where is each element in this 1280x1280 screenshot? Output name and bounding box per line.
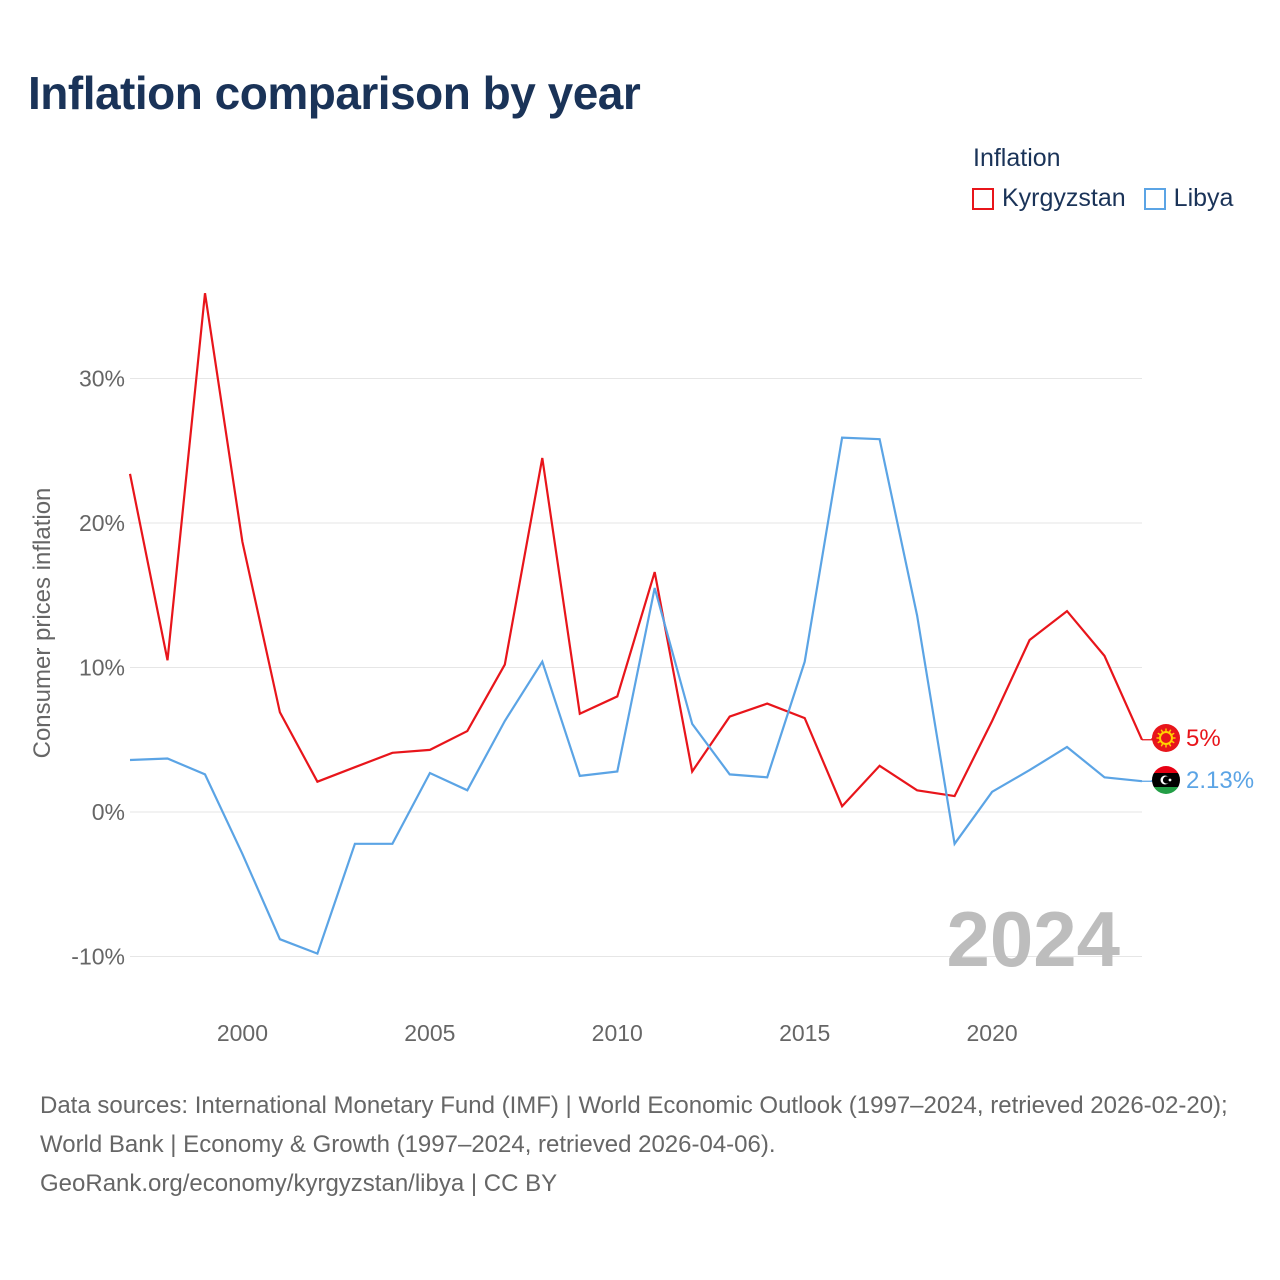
end-connector bbox=[1142, 738, 1153, 741]
x-tick-label: 2015 bbox=[779, 1020, 830, 1046]
line-chart: -10% 0% 10% 20% 30% 2000 2005 2010 2015 2020 Con… bbox=[29, 293, 1254, 1046]
legend-label-libya: Libya bbox=[1173, 184, 1234, 212]
source-attribution-link[interactable]: GeoRank.org/economy/kyrgyzstan/libya | C… bbox=[40, 1170, 558, 1197]
end-connector bbox=[1142, 780, 1153, 782]
y-tick-label: 10% bbox=[79, 655, 125, 681]
x-tick-label: 2020 bbox=[966, 1020, 1017, 1046]
legend-label-kyrgyzstan: Kyrgyzstan bbox=[1002, 184, 1126, 212]
kyrgyzstan-flag-icon bbox=[1152, 724, 1180, 752]
legend-item-libya[interactable]: Libya bbox=[1143, 184, 1234, 213]
source-data-sources: Data sources: International Monetary Fun… bbox=[40, 1092, 1228, 1158]
end-value-label-libya: 2.13% bbox=[1186, 767, 1254, 794]
x-tick-label: 2000 bbox=[217, 1020, 268, 1046]
libya-flag-icon bbox=[1152, 766, 1180, 794]
x-tick-label: 2010 bbox=[592, 1020, 643, 1046]
y-tick-label: 20% bbox=[79, 510, 125, 536]
y-tick-label: 30% bbox=[79, 366, 125, 392]
legend: Kyrgyzstan Libya bbox=[972, 184, 1251, 213]
x-tick-label: 2005 bbox=[404, 1020, 455, 1046]
legend-swatch-kyrgyzstan bbox=[972, 187, 994, 210]
chart-title: Inflation comparison by year bbox=[28, 67, 641, 119]
source-note: Data sources: International Monetary Fun… bbox=[40, 1086, 1250, 1203]
series-lines bbox=[128, 293, 1144, 956]
series-line-kyrgyzstan[interactable] bbox=[128, 293, 1144, 809]
y-axis-ticks: -10% 0% 10% 20% 30% bbox=[71, 366, 125, 970]
series-line-libya[interactable] bbox=[129, 436, 1143, 956]
series-end-markers: 5% 2.13% bbox=[1142, 724, 1254, 794]
y-tick-label: 0% bbox=[92, 799, 125, 825]
gridlines bbox=[130, 378, 1142, 957]
legend-item-kyrgyzstan[interactable]: Kyrgyzstan bbox=[972, 184, 1126, 213]
legend-title: Inflation bbox=[973, 144, 1061, 172]
legend-swatch-libya bbox=[1143, 187, 1166, 210]
x-axis-ticks: 2000 2005 2010 2015 2020 bbox=[217, 1020, 1018, 1046]
y-tick-label: -10% bbox=[71, 944, 125, 970]
year-watermark: 2024 bbox=[946, 895, 1120, 983]
y-axis-label: Consumer prices inflation bbox=[29, 488, 56, 759]
end-value-label-kyrgyzstan: 5% bbox=[1186, 725, 1221, 752]
